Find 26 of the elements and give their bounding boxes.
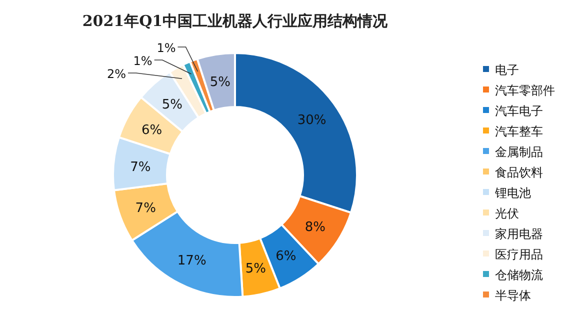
data-label: 2% [106,67,126,81]
data-label: 17% [177,254,206,269]
data-label: 6% [276,249,296,264]
legend-label: 汽车电子 [495,104,543,118]
legend-label: 半导体 [495,288,531,302]
data-label: 7% [130,160,151,176]
legend-label: 光伏 [495,206,519,220]
data-label: 5% [210,75,230,90]
legend-label: 金属制品 [495,145,543,159]
chart-title: 2021年Q1中国工业机器人行业应用结构情况 [82,12,389,30]
data-label: 6% [141,123,162,138]
legend-label: 医疗用品 [495,248,543,262]
data-label: 30% [297,113,326,128]
data-label: 5% [162,98,182,113]
data-label: 1% [133,54,152,68]
legend-label: 家用电器 [495,227,543,241]
data-label: 1% [156,41,176,55]
legend-label: 仓储物流 [495,268,543,282]
data-label: 8% [304,220,326,235]
legend-label: 汽车整车 [495,124,543,138]
data-label: 5% [245,262,266,277]
legend-label: 汽车零部件 [495,84,555,98]
data-label: 7% [135,201,156,216]
legend-label: 电子 [495,63,519,77]
legend-label: 锂电池 [494,186,531,200]
legend-label: 食品饮料 [495,166,543,180]
